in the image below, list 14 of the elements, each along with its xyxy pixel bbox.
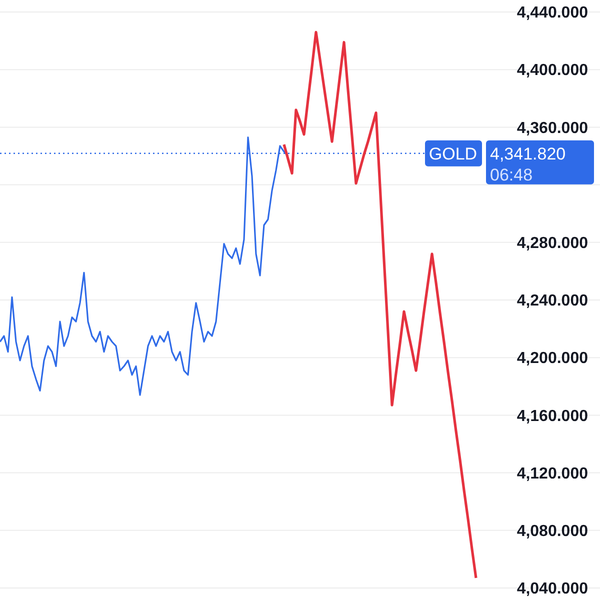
y-tick-label: 4,160.000 (516, 408, 588, 425)
ref-line-label: GOLD (428, 144, 478, 164)
y-tick-label: 4,120.000 (516, 465, 588, 482)
y-tick-label: 4,240.000 (516, 292, 588, 310)
y-tick-label: 4,200.000 (516, 350, 588, 368)
y-tick-label: 4,440.000 (516, 4, 588, 22)
y-tick-label: 4,280.000 (516, 235, 588, 252)
annotation: 06:48 (490, 166, 533, 184)
y-tick-label: 4,040.000 (516, 580, 588, 598)
annotation: 4,341.820 (490, 144, 566, 164)
line-series (282, 30, 478, 580)
y-tick-label: 4,080.000 (516, 523, 588, 540)
y-tick-label: 4,360.000 (516, 120, 588, 137)
y-tick-label: 4,400.000 (516, 62, 588, 80)
